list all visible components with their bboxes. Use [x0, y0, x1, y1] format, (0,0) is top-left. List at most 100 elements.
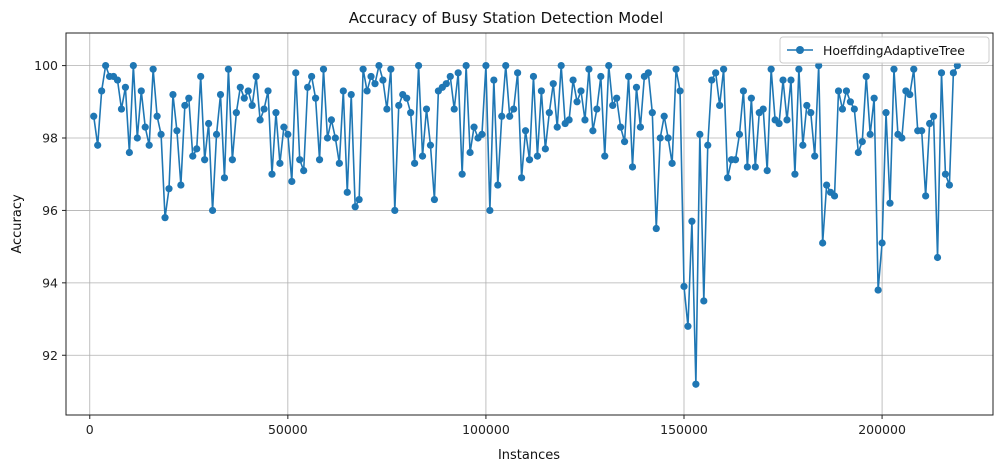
data-point — [343, 188, 351, 196]
data-point — [941, 170, 950, 178]
data-point — [252, 72, 260, 81]
x-tick-label: 0 — [86, 422, 94, 437]
data-point — [807, 109, 815, 117]
data-point — [268, 170, 276, 178]
data-point — [248, 101, 256, 110]
data-point — [846, 98, 854, 106]
data-point — [712, 69, 720, 77]
data-point — [466, 148, 474, 157]
data-point — [236, 83, 244, 91]
data-point — [276, 159, 284, 167]
data-point — [98, 87, 106, 95]
y-tick-label: 92 — [42, 348, 58, 363]
data-point — [185, 94, 193, 102]
data-point — [216, 90, 225, 99]
data-point — [743, 163, 751, 171]
data-point — [387, 65, 395, 73]
data-point — [240, 94, 248, 102]
data-point — [177, 181, 185, 189]
data-point — [605, 61, 613, 70]
data-point — [486, 206, 494, 215]
data-point — [347, 90, 355, 99]
data-point — [541, 145, 549, 153]
data-point — [720, 65, 728, 73]
data-point — [838, 105, 847, 113]
data-point — [517, 174, 526, 182]
x-tick-label: 50000 — [268, 422, 308, 437]
data-point — [830, 192, 839, 200]
data-point — [260, 105, 268, 113]
data-point — [652, 224, 660, 233]
data-point — [351, 203, 359, 211]
data-point — [723, 174, 732, 182]
data-point — [411, 159, 419, 167]
data-point — [953, 61, 961, 70]
data-point — [339, 87, 347, 95]
data-point — [94, 141, 102, 149]
legend-marker-swatch — [796, 46, 804, 54]
data-point — [609, 101, 617, 110]
data-point — [672, 65, 680, 73]
y-tick-label: 94 — [42, 275, 58, 290]
data-point — [220, 174, 229, 182]
x-tick-label: 200000 — [858, 422, 906, 437]
data-point — [208, 206, 217, 215]
series-layer — [90, 61, 961, 388]
data-point — [145, 141, 153, 149]
data-point — [403, 94, 411, 102]
data-point — [280, 123, 288, 131]
data-point — [593, 105, 601, 113]
data-point — [90, 112, 98, 120]
data-point — [102, 61, 110, 70]
data-point — [482, 61, 490, 70]
data-point — [407, 109, 415, 117]
data-point — [684, 322, 692, 330]
data-point — [201, 156, 209, 164]
data-point — [862, 72, 870, 81]
data-point — [664, 134, 672, 142]
data-point — [926, 119, 934, 128]
data-point — [759, 105, 767, 113]
data-point — [319, 65, 328, 73]
data-point — [716, 101, 724, 110]
data-point — [442, 80, 450, 88]
data-point — [577, 87, 585, 95]
data-point — [668, 159, 676, 167]
data-point — [569, 76, 577, 84]
data-point — [906, 90, 914, 99]
data-point — [514, 69, 522, 77]
data-point — [121, 83, 130, 91]
data-point — [506, 112, 514, 120]
data-point — [189, 152, 197, 160]
data-point — [866, 130, 874, 138]
chart-title: Accuracy of Busy Station Detection Model — [349, 9, 664, 27]
x-axis-ticks: 0 50000 100000 150000 200000 — [86, 415, 906, 437]
data-point — [502, 61, 510, 70]
data-point — [264, 87, 272, 95]
data-point — [125, 148, 133, 157]
data-point — [141, 123, 149, 131]
data-point — [363, 87, 371, 95]
data-point — [613, 94, 621, 102]
data-point — [660, 112, 668, 120]
data-point — [624, 72, 633, 81]
data-point — [205, 119, 213, 128]
data-point — [533, 152, 542, 160]
data-point — [169, 90, 177, 99]
data-point — [898, 134, 906, 142]
data-point — [767, 65, 775, 73]
data-point — [747, 94, 755, 102]
data-point — [783, 116, 791, 124]
data-point — [498, 112, 506, 120]
data-point — [910, 65, 918, 73]
data-point — [680, 282, 688, 291]
data-point — [648, 109, 656, 117]
data-point — [367, 72, 375, 81]
data-point — [787, 76, 795, 84]
data-point — [335, 159, 343, 167]
data-point — [763, 166, 771, 175]
data-point — [331, 134, 339, 142]
data-point — [418, 152, 427, 160]
y-tick-label: 96 — [42, 203, 58, 218]
plot-frame — [65, 32, 994, 416]
